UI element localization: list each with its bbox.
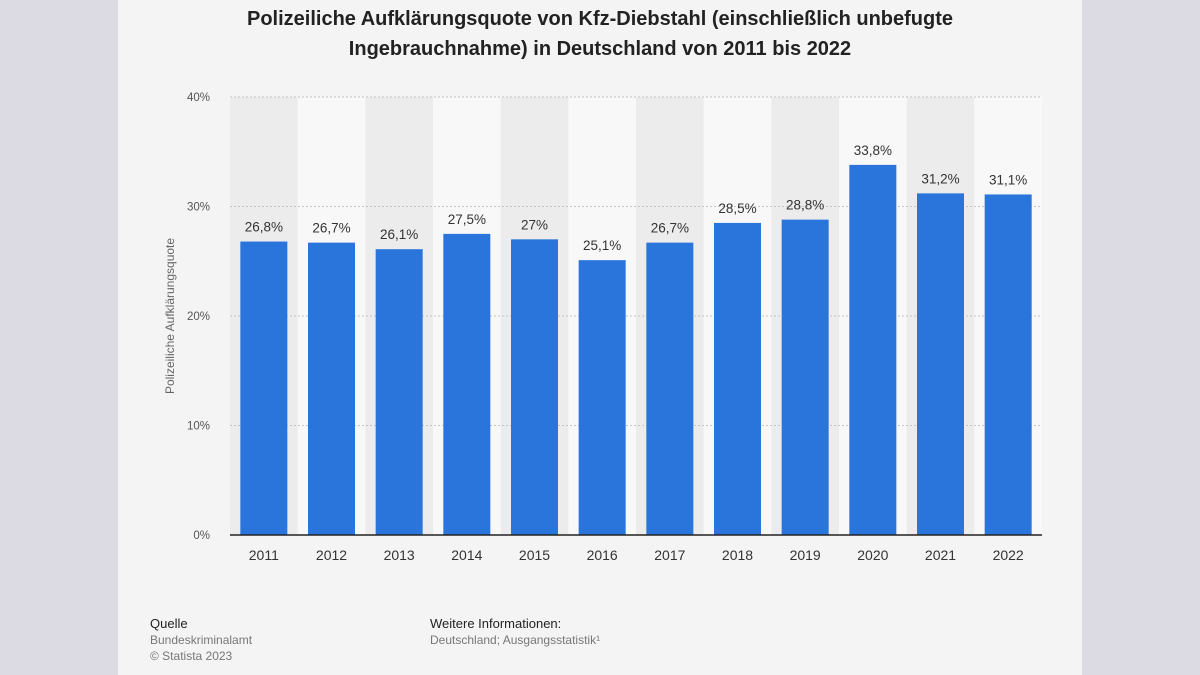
- bar-2021: [917, 193, 964, 536]
- bar-2012: [308, 242, 355, 535]
- y-tick-label: 30%: [187, 202, 210, 214]
- bar-2011: [240, 241, 288, 536]
- value-label-2021: 31,2%: [921, 171, 959, 186]
- value-label-2020: 33,8%: [854, 143, 892, 158]
- x-tick-label-2015: 2015: [519, 547, 550, 563]
- bar-2013: [375, 249, 423, 535]
- value-label-2015: 27%: [521, 217, 548, 232]
- x-tick-label-2011: 2011: [249, 547, 279, 563]
- y-axis-title: Polizeiliche Aufklärungsquote: [163, 238, 177, 394]
- source-name: Bundeskriminalamt: [150, 633, 253, 647]
- x-tick-label-2016: 2016: [587, 547, 618, 563]
- chart-title: Polizeiliche Aufklärungsquote von Kfz-Di…: [118, 4, 1082, 64]
- value-label-2011: 26,8%: [245, 220, 283, 235]
- y-tick-label: 40%: [187, 92, 210, 104]
- bar-2018: [714, 222, 761, 536]
- copyright: © Statista 2023: [150, 649, 233, 663]
- x-tick-label-2017: 2017: [654, 547, 685, 563]
- value-labels: 26,8% 26,7% 26,1% 27,5% 27% 25,1% 26,7% 28,5% 28…: [245, 143, 1028, 253]
- info-heading: Weitere Informationen:: [430, 616, 562, 631]
- y-tick-label: 20%: [187, 311, 210, 323]
- x-tick-label-2013: 2013: [384, 547, 415, 563]
- bar-2015: [511, 239, 558, 535]
- y-tick-label: 10%: [187, 421, 210, 433]
- value-label-2012: 26,7%: [312, 221, 350, 236]
- bar-2017: [646, 242, 694, 535]
- gridlines: [230, 96, 1042, 426]
- value-label-2013: 26,1%: [380, 227, 418, 242]
- x-tick-label-2020: 2020: [857, 547, 888, 563]
- x-tick-label-2021: 2021: [925, 547, 956, 563]
- title-line-1: Polizeiliche Aufklärungsquote von Kfz-Di…: [247, 8, 953, 30]
- chart-panel: Polizeiliche Aufklärungsquote von Kfz-Di…: [118, 0, 1082, 675]
- x-tick-label-2014: 2014: [451, 547, 482, 563]
- x-axis-labels: 2011 2012 2013 2014 2015 2016 2017 2018 2019 2020…: [249, 547, 1024, 563]
- value-label-2016: 25,1%: [583, 238, 621, 253]
- x-tick-label-2012: 2012: [316, 547, 347, 563]
- x-tick-label-2018: 2018: [722, 547, 753, 563]
- bar-2022: [984, 194, 1032, 535]
- source-heading: Quelle: [150, 616, 188, 631]
- value-label-2014: 27,5%: [448, 212, 486, 227]
- bar-chart: 0% 10% 20% 30% 40% 26,8% 26,7% 26,1% 27,5% 27% 25…: [163, 92, 1042, 563]
- info-block: Weitere Informationen: Deutschland; Ausg…: [430, 616, 600, 648]
- y-tick-label: 0%: [193, 530, 210, 542]
- value-label-2022: 31,1%: [989, 172, 1027, 187]
- source-block: Quelle Bundeskriminalamt © Statista 2023: [150, 616, 252, 664]
- bar-2016: [578, 260, 626, 535]
- value-label-2019: 28,8%: [786, 198, 824, 213]
- bar-2014: [443, 233, 491, 535]
- value-label-2018: 28,5%: [718, 201, 756, 216]
- x-tick-label-2019: 2019: [790, 547, 821, 563]
- bar-2020: [849, 164, 897, 535]
- bar-2019: [781, 219, 829, 535]
- info-text: Deutschland; Ausgangsstatistik¹: [430, 633, 601, 647]
- title-line-2: Ingebrauchnahme) in Deutschland von 2011…: [348, 38, 852, 60]
- value-label-2017: 26,7%: [651, 221, 689, 236]
- y-axis-ticks: 0% 10% 20% 30% 40%: [187, 92, 210, 542]
- bars: [240, 164, 1032, 536]
- x-tick-label-2022: 2022: [993, 547, 1024, 563]
